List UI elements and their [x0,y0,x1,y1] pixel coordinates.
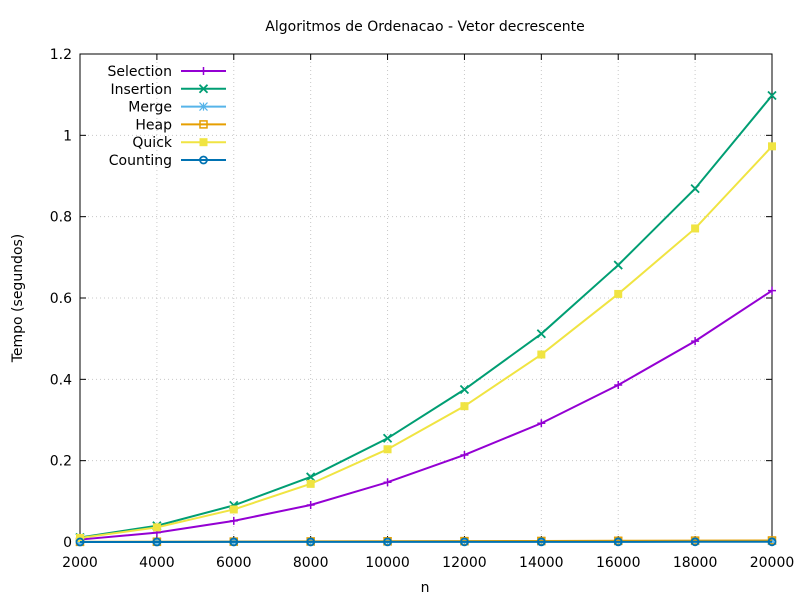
y-axis-ticks: 0 0.2 0.4 0.6 0.8 1 1.2 [50,47,772,551]
data-point-insertion [613,260,623,270]
data-point-selection [383,478,392,487]
data-point-counting [306,537,316,547]
x-axis-label: n [421,580,430,596]
chart-title: Algoritmos de Ordenacao - Vetor decresce… [265,19,584,35]
series-line-selection [79,289,773,541]
data-point-selection [306,500,315,509]
data-point-selection [460,450,469,459]
legend-item-counting: Counting [109,153,226,169]
data-point-selection [229,516,238,525]
x-tick-label: 2000 [62,555,98,571]
data-point-insertion [306,472,316,482]
data-point-counting [460,537,469,547]
y-tick-label: 0.4 [50,372,72,388]
legend-swatch-marker [199,155,208,165]
data-point-insertion [459,384,470,395]
data-point-quick [537,350,546,359]
data-point-quick [383,445,392,454]
y-tick-label: 1 [63,128,72,144]
data-point-counting [75,537,85,547]
y-tick-label: 1.2 [50,47,72,63]
data-point-quick [691,224,700,233]
legend-label: Counting [109,153,172,169]
data-point-counting [690,537,700,547]
legend-label: Insertion [111,82,172,98]
legend-label: Selection [107,64,172,80]
y-axis-label: Tempo (segundos) [10,234,26,364]
series-group [75,90,777,547]
data-point-insertion [382,433,393,443]
data-point-selection [537,419,546,428]
legend-item-selection: Selection [107,64,226,80]
x-tick-label: 12000 [442,555,487,571]
data-point-insertion [767,90,777,101]
series-line-insertion [79,94,773,539]
legend-item-merge: Merge [128,100,226,116]
data-point-counting [613,537,623,547]
data-point-quick [152,523,161,532]
legend-swatch-marker [199,67,208,75]
data-point-counting [767,537,777,547]
data-point-selection [768,286,776,295]
legend-swatch-marker [199,120,208,129]
series-line-quick [79,145,773,539]
data-point-quick [306,479,315,488]
legend-label: Quick [132,135,172,151]
legend-label: Merge [128,100,172,116]
x-tick-label: 6000 [216,555,252,571]
x-tick-label: 18000 [673,555,718,571]
data-point-counting [383,537,392,547]
x-tick-label: 20000 [750,555,795,571]
legend-item-quick: Quick [132,135,226,151]
y-tick-label: 0.2 [50,454,72,470]
x-tick-label: 10000 [365,555,410,571]
x-tick-label: 14000 [519,555,564,571]
data-point-quick [768,142,776,151]
legend-swatch-marker [198,84,209,94]
data-point-insertion [536,329,546,339]
y-tick-label: 0 [63,535,72,551]
data-point-counting [536,537,546,547]
data-point-counting [229,537,239,547]
x-tick-label: 16000 [596,555,641,571]
legend-swatch-marker [199,102,208,112]
series-selection [76,286,776,544]
grid [80,54,772,542]
data-point-counting [152,537,162,547]
data-point-quick [229,505,238,514]
y-tick-label: 0.8 [50,210,72,226]
data-point-quick [460,402,469,411]
data-point-insertion [690,183,700,194]
legend-item-heap: Heap [135,117,226,133]
series-counting [75,537,777,547]
y-tick-label: 0.6 [50,291,72,307]
legend-swatch-marker [199,138,208,147]
x-tick-label: 8000 [293,555,329,571]
series-quick [76,142,776,542]
series-insertion [75,90,777,543]
x-tick-label: 4000 [139,555,175,571]
data-point-selection [691,337,700,346]
data-point-selection [614,381,623,390]
legend-item-insertion: Insertion [111,82,226,98]
data-point-quick [614,289,623,298]
x-axis-ticks: 2000 4000 6000 8000 10000 12000 14000 16000 1800… [62,54,794,571]
legend-label: Heap [135,117,172,133]
